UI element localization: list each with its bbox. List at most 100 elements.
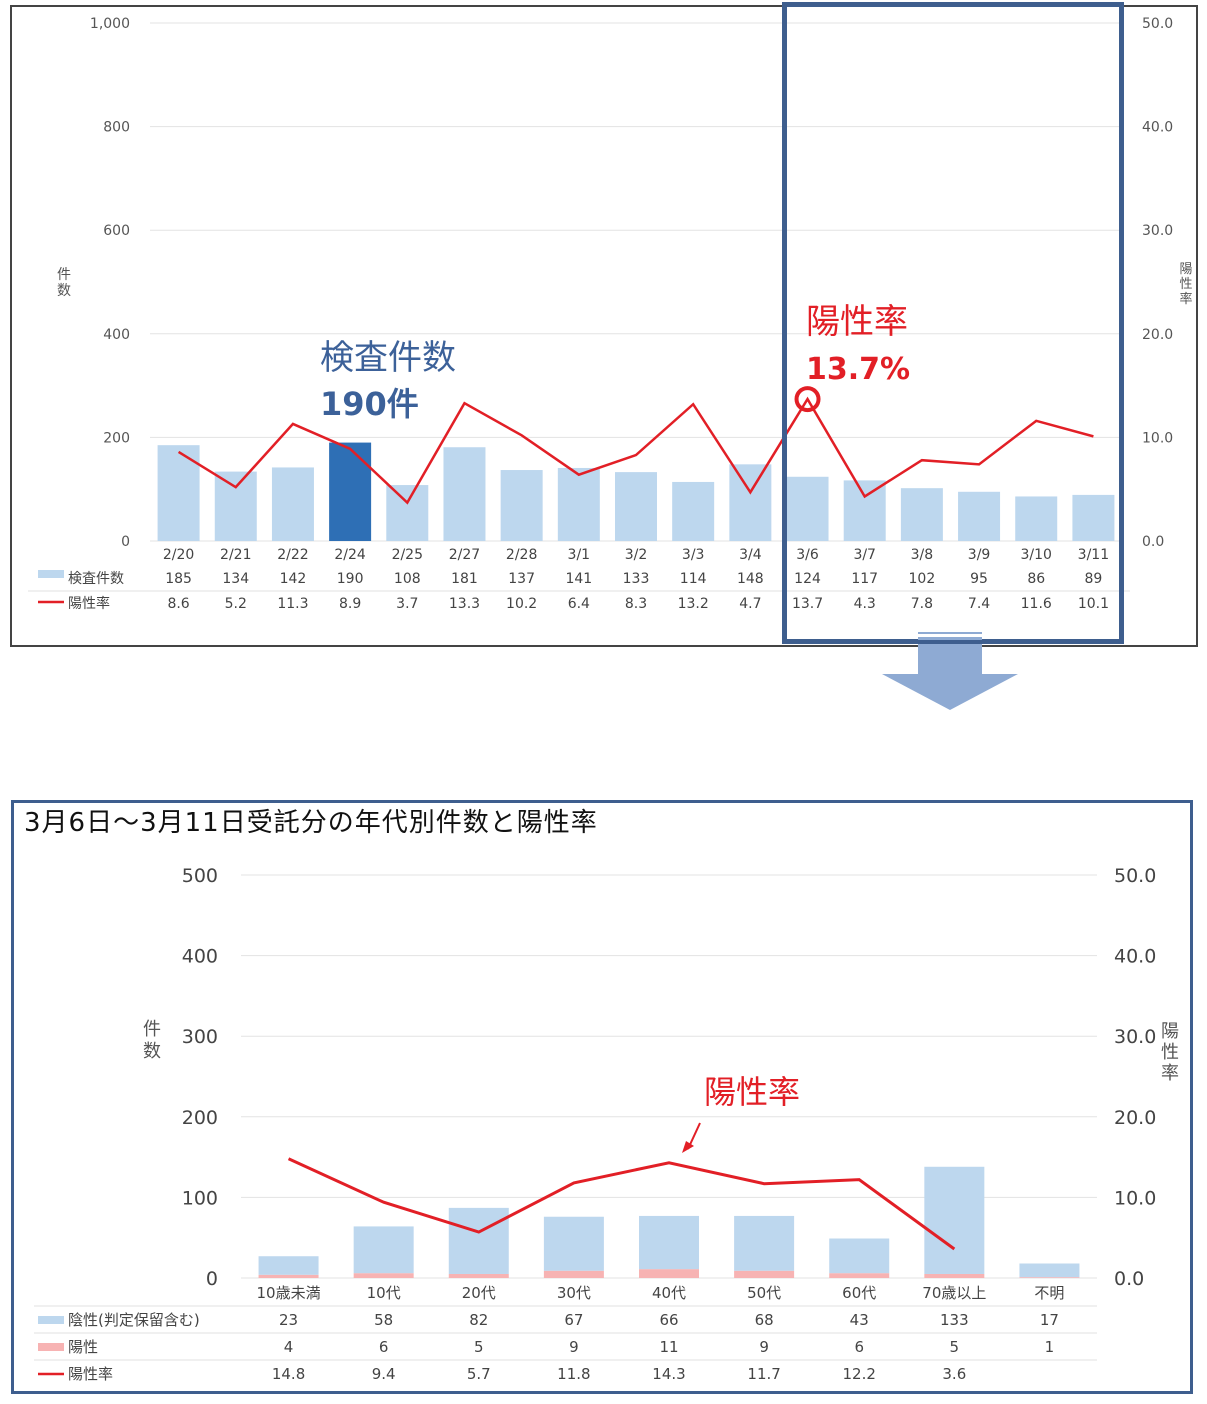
bar-negative bbox=[353, 1226, 414, 1274]
x-tick-label: 3/4 bbox=[739, 547, 762, 563]
bar-positive bbox=[353, 1273, 414, 1278]
legend-label: 陰性(判定保留含む) bbox=[68, 1311, 200, 1329]
highlight-box bbox=[782, 2, 1124, 644]
x-tick-label: 2/24 bbox=[334, 547, 366, 563]
legend-label: 陽性率 bbox=[68, 595, 110, 612]
bar bbox=[214, 471, 257, 541]
table-cell-rate: 8.6 bbox=[167, 596, 189, 612]
table-cell-rate: 7.4 bbox=[968, 596, 990, 612]
table-cell-rate: 11.3 bbox=[277, 596, 308, 612]
bar-negative bbox=[734, 1215, 795, 1271]
annotation-rate-value: 13.7% bbox=[806, 352, 910, 387]
table-cell-count: 95 bbox=[970, 571, 988, 587]
table-cell-rate: 11.6 bbox=[1021, 596, 1052, 612]
y2-tick-label: 10.0 bbox=[1114, 1187, 1156, 1209]
y2-tick-label: 10.0 bbox=[1142, 430, 1173, 446]
table-cell-positive: 11 bbox=[659, 1338, 678, 1356]
bar bbox=[1072, 494, 1115, 541]
x-tick-label: 2/20 bbox=[163, 547, 194, 563]
x-tick-label: 2/28 bbox=[506, 547, 537, 563]
table-cell-positive: 9 bbox=[759, 1338, 769, 1356]
y-tick-label: 800 bbox=[103, 120, 130, 136]
bar bbox=[329, 442, 372, 541]
y2-tick-label: 0.0 bbox=[1114, 1268, 1144, 1290]
table-cell-positive: 6 bbox=[379, 1338, 389, 1356]
bar bbox=[271, 467, 314, 541]
bar-positive bbox=[1019, 1277, 1080, 1278]
table-cell-negative: 43 bbox=[850, 1311, 869, 1329]
y-axis-label: 数 bbox=[143, 1041, 161, 1062]
x-tick-label: 40代 bbox=[652, 1284, 686, 1302]
x-tick-label: 3/2 bbox=[625, 547, 648, 563]
y2-axis-label: 性 bbox=[1179, 277, 1192, 292]
table-cell-positive: 1 bbox=[1045, 1338, 1055, 1356]
table-cell-rate: 9.4 bbox=[372, 1365, 396, 1383]
table-cell-rate: 10.2 bbox=[506, 596, 537, 612]
bar bbox=[729, 464, 772, 541]
table-cell-count: 133 bbox=[623, 571, 650, 587]
table-cell-rate: 14.8 bbox=[272, 1365, 305, 1383]
bar bbox=[386, 485, 429, 541]
x-tick-label: 70歳以上 bbox=[922, 1284, 986, 1302]
bar bbox=[786, 476, 829, 541]
x-tick-label: 3/7 bbox=[853, 547, 876, 563]
table-cell-count: 190 bbox=[337, 571, 364, 587]
y2-tick-label: 30.0 bbox=[1114, 1026, 1156, 1048]
x-tick-label: 3/6 bbox=[796, 547, 819, 563]
table-cell-count: 124 bbox=[794, 571, 821, 587]
y-tick-label: 500 bbox=[182, 865, 218, 887]
table-cell-negative: 82 bbox=[469, 1311, 488, 1329]
y-tick-label: 600 bbox=[103, 223, 130, 239]
y2-axis-label: 陽 bbox=[1179, 262, 1192, 277]
table-cell-rate: 13.3 bbox=[449, 596, 480, 612]
bar bbox=[900, 488, 943, 541]
bar-negative bbox=[543, 1216, 604, 1271]
legend-label: 検査件数 bbox=[68, 571, 124, 587]
table-cell-rate: 4.7 bbox=[739, 596, 761, 612]
table-cell-count: 141 bbox=[565, 571, 592, 587]
y2-tick-label: 40.0 bbox=[1142, 120, 1173, 136]
legend-swatch-positive bbox=[38, 1343, 64, 1351]
bar bbox=[500, 470, 543, 541]
x-tick-label: 10歳未満 bbox=[257, 1284, 321, 1302]
table-cell-rate: 3.7 bbox=[396, 596, 418, 612]
bar-negative bbox=[924, 1166, 985, 1274]
table-cell-positive: 6 bbox=[854, 1338, 864, 1356]
x-tick-label: 10代 bbox=[367, 1284, 401, 1302]
y2-axis-label: 率 bbox=[1161, 1063, 1179, 1084]
table-cell-rate: 7.8 bbox=[911, 596, 933, 612]
table-cell-count: 134 bbox=[222, 571, 249, 587]
y2-tick-label: 50.0 bbox=[1142, 16, 1173, 32]
bar bbox=[958, 491, 1001, 541]
table-cell-rate: 5.7 bbox=[467, 1365, 491, 1383]
legend-label: 陽性 bbox=[68, 1338, 98, 1356]
y-tick-label: 400 bbox=[103, 327, 130, 343]
y2-axis-label: 陽 bbox=[1161, 1021, 1179, 1042]
x-tick-label: 3/3 bbox=[682, 547, 705, 563]
bar bbox=[1015, 496, 1058, 541]
down-arrow-icon bbox=[880, 632, 1020, 712]
bar-positive bbox=[543, 1270, 604, 1278]
y-tick-label: 300 bbox=[182, 1026, 218, 1048]
y-axis-label: 件 bbox=[57, 267, 71, 283]
x-tick-label: 3/9 bbox=[968, 547, 991, 563]
table-cell-count: 108 bbox=[394, 571, 421, 587]
table-cell-positive: 9 bbox=[569, 1338, 579, 1356]
y-tick-label: 200 bbox=[182, 1107, 218, 1129]
table-cell-negative: 67 bbox=[564, 1311, 583, 1329]
table-cell-rate: 3.6 bbox=[942, 1365, 966, 1383]
y2-tick-label: 40.0 bbox=[1114, 946, 1156, 968]
y2-axis-label: 性 bbox=[1161, 1042, 1179, 1063]
y2-tick-label: 30.0 bbox=[1142, 223, 1173, 239]
x-tick-label: 3/8 bbox=[911, 547, 934, 563]
table-cell-negative: 68 bbox=[755, 1311, 774, 1329]
table-cell-rate: 10.1 bbox=[1078, 596, 1109, 612]
table-cell-count: 148 bbox=[737, 571, 764, 587]
x-tick-label: 3/11 bbox=[1078, 547, 1109, 563]
table-cell-count: 86 bbox=[1027, 571, 1045, 587]
table-cell-negative: 133 bbox=[940, 1311, 969, 1329]
table-cell-count: 185 bbox=[165, 571, 192, 587]
table-cell-count: 117 bbox=[851, 571, 878, 587]
bar-negative bbox=[258, 1256, 319, 1275]
y-tick-label: 0 bbox=[121, 534, 130, 550]
